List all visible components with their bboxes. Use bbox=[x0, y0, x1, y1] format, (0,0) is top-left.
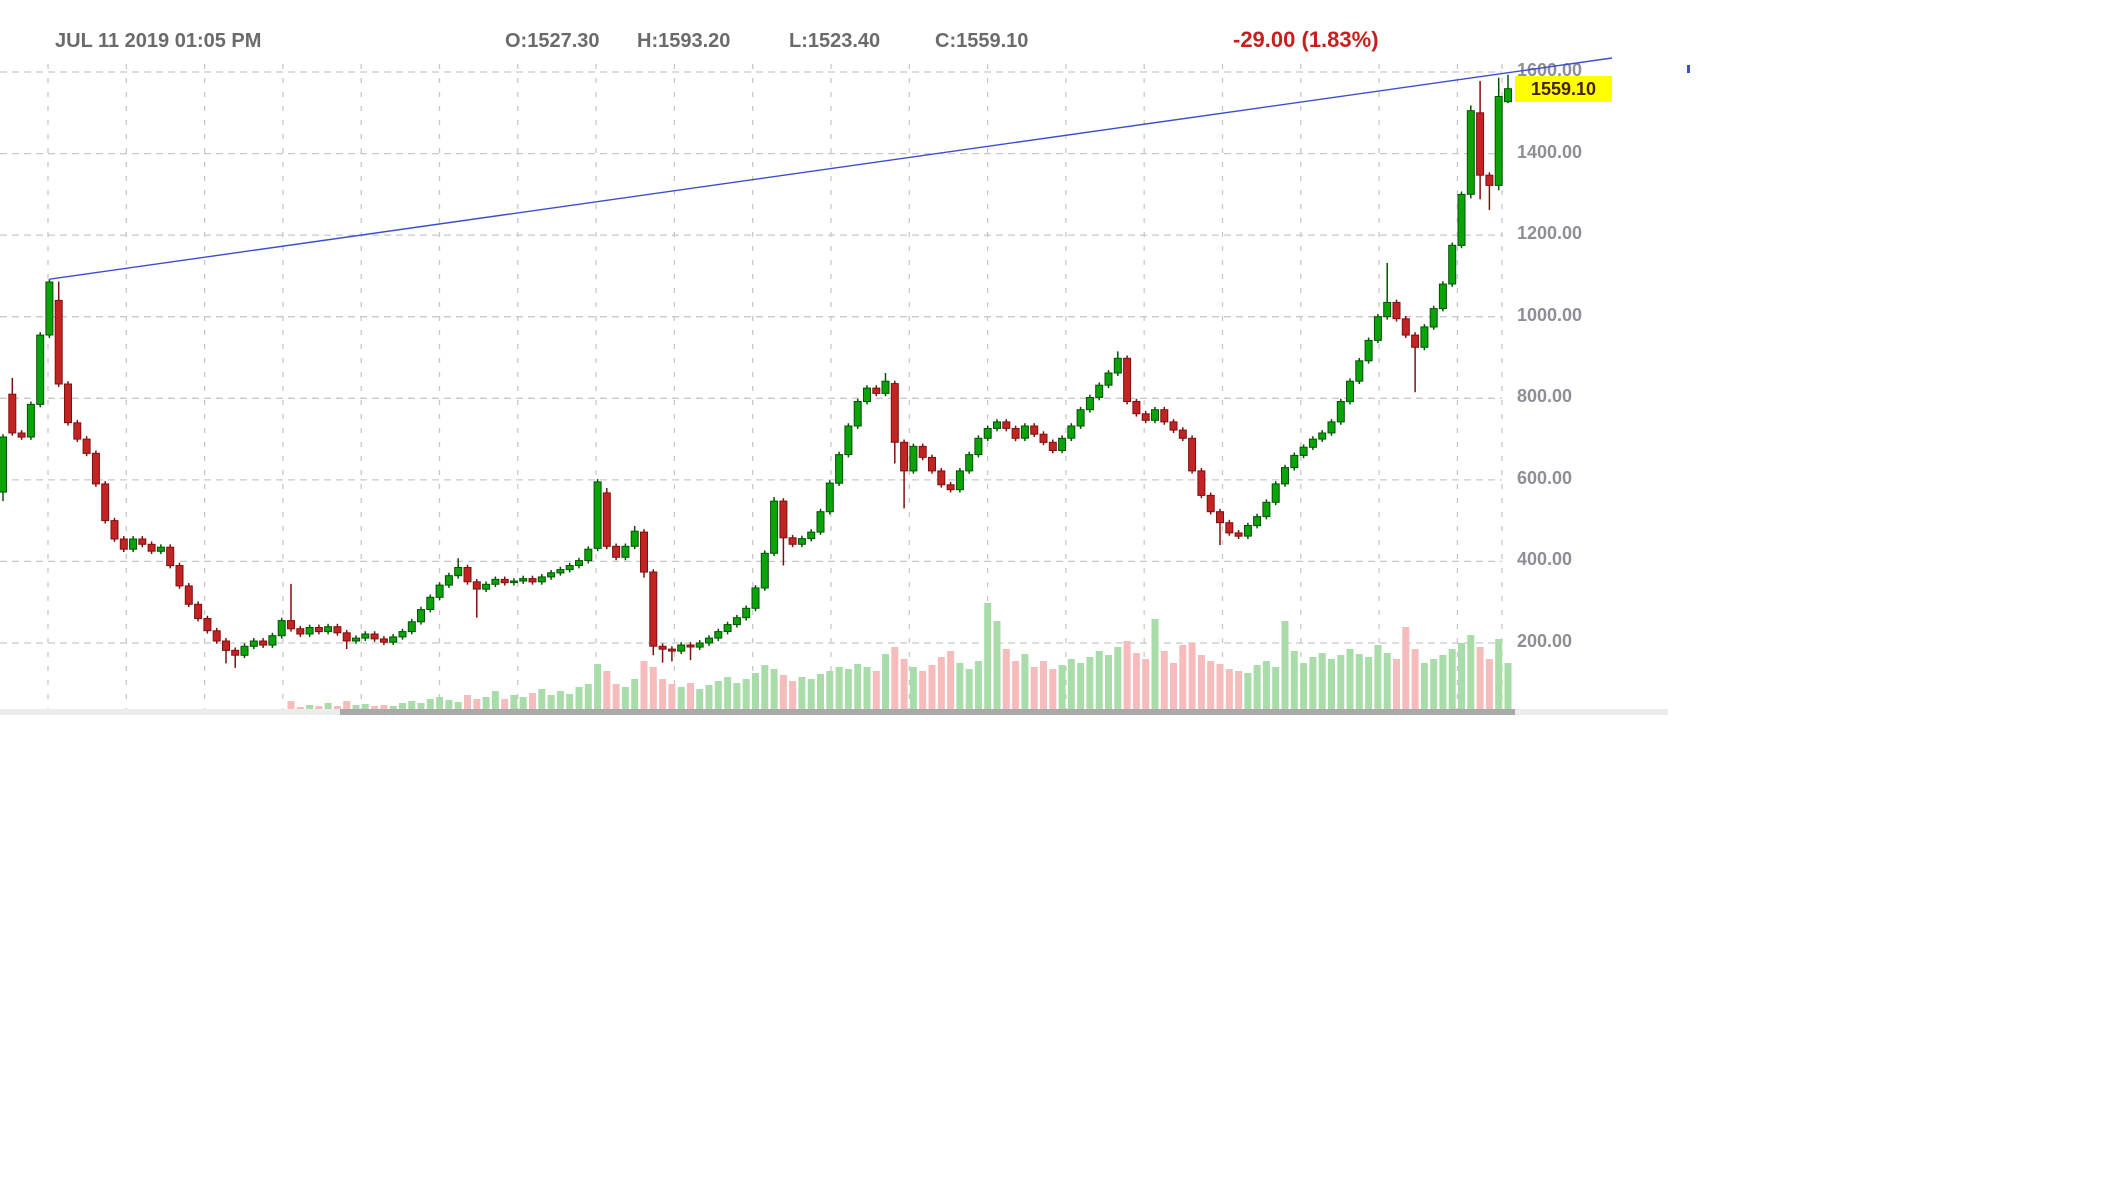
ohlc-low-label: L:1523.40 bbox=[789, 30, 881, 52]
timestamp-label: JUL 11 2019 01:05 PM bbox=[55, 30, 262, 52]
candles bbox=[0, 74, 1512, 668]
candlestick-plot-canvas[interactable] bbox=[0, 0, 1720, 730]
ohlc-open-label: O:1527.30 bbox=[505, 30, 600, 52]
volume-bars bbox=[287, 603, 1512, 709]
last-price-tag: 1559.10 bbox=[1515, 75, 1612, 102]
trendline-handle[interactable] bbox=[1687, 65, 1690, 73]
scrollbar-thumb[interactable] bbox=[340, 709, 1515, 715]
ohlc-high-label: H:1593.20 bbox=[637, 30, 731, 52]
change-badge: -29.00 (1.83%) bbox=[1233, 27, 1379, 52]
price-axis-label: 400.00 bbox=[1517, 549, 1573, 570]
price-axis-label: 1000.00 bbox=[1517, 304, 1583, 325]
price-axis-label: 1200.00 bbox=[1517, 223, 1583, 244]
ohlc-close-label: C:1559.10 bbox=[935, 30, 1029, 52]
price-axis-label: 200.00 bbox=[1517, 631, 1573, 651]
trendline[interactable] bbox=[49, 57, 1613, 280]
price-axis-label: 600.00 bbox=[1517, 467, 1573, 488]
price-axis-label: 1400.00 bbox=[1517, 141, 1583, 162]
price-axis-label: 800.00 bbox=[1517, 386, 1573, 407]
